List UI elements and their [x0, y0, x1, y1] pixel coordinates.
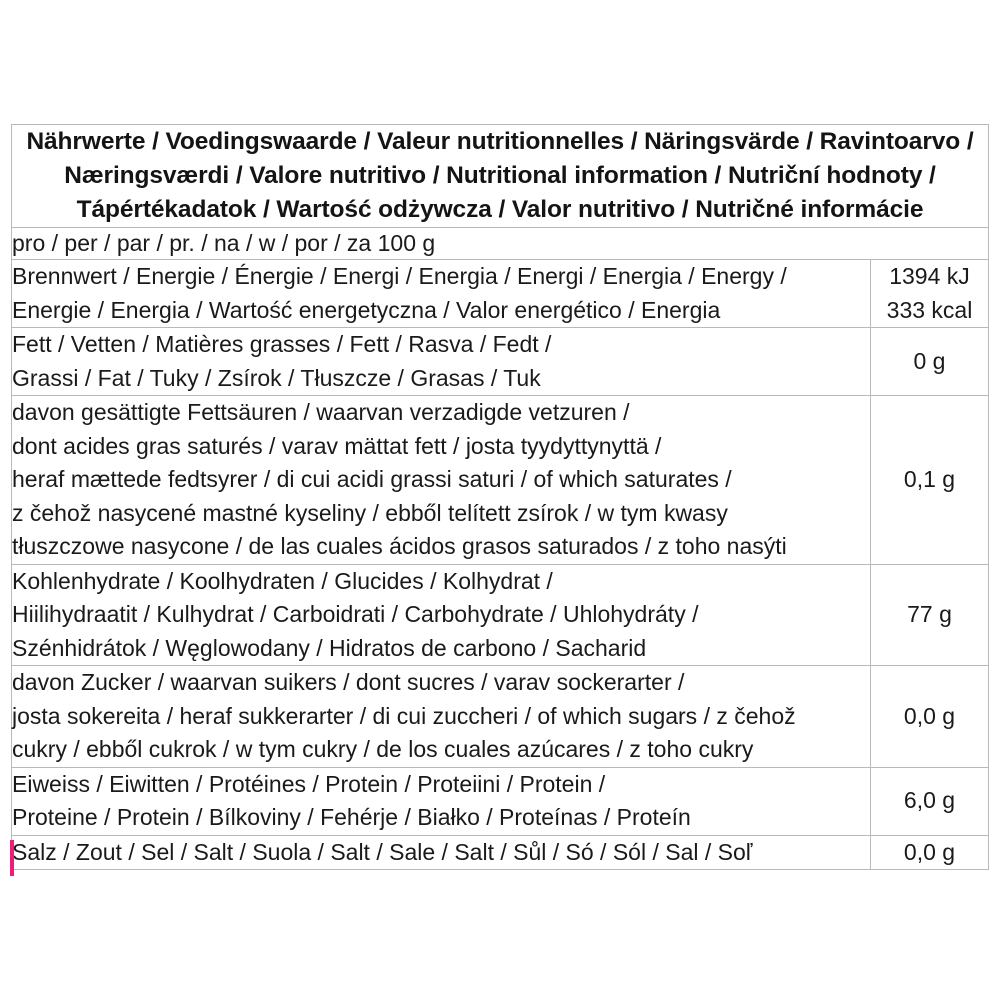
nutrient-value-line: 0,0 g: [903, 838, 956, 865]
nutrition-table-body: Nährwerte / Voedingswaarde / Valeur nutr…: [11, 124, 989, 870]
nutrient-name-line: Eiweiss / Eiwitten / Protéines / Protein…: [12, 770, 606, 797]
nutrient-value-energy: 1394 kJ 333 kcal: [870, 259, 989, 328]
table-row: Eiweiss / Eiwitten / Protéines / Protein…: [11, 766, 989, 836]
serving-basis-cell: pro / per / par / pr. / na / w / por / z…: [11, 227, 989, 260]
nutrition-title-cell: Nährwerte / Voedingswaarde / Valeur nutr…: [11, 124, 989, 228]
nutrient-name-line: Brennwert / Energie / Énergie / Energi /…: [12, 263, 787, 289]
nutrient-value-protein: 6,0 g: [870, 766, 989, 836]
table-row: Fett / Vetten / Matières grasses / Fett …: [11, 327, 989, 396]
title-line-2: Næringsværdi / Valore nutritivo / Nutrit…: [64, 162, 936, 189]
table-row: davon Zucker / waarvan suikers / dont su…: [11, 665, 989, 768]
nutrient-value-line: 1394 kJ: [889, 263, 970, 289]
nutrient-name-line: Hiilihydraatit / Kulhydrat / Carboidrati…: [12, 601, 699, 627]
nutrient-name-line: Grassi / Fat / Tuky / Zsírok / Tłuszcze …: [12, 364, 541, 391]
nutrient-name-energy: Brennwert / Energie / Énergie / Energi /…: [11, 259, 871, 328]
nutrient-name-line: z čehož nasycené mastné kyseliny / ebből…: [12, 499, 728, 526]
nutrient-value-saturates: 0,1 g: [870, 395, 989, 565]
table-row: Salz / Zout / Sel / Salt / Suola / Salt …: [11, 834, 989, 870]
nutrient-value-line: 0,1 g: [903, 466, 956, 492]
nutrient-name-line: Salz / Zout / Sel / Salt / Suola / Salt …: [12, 838, 753, 865]
nutrient-name-line: davon Zucker / waarvan suikers / dont su…: [12, 669, 685, 695]
nutrient-value-line: 0 g: [913, 347, 946, 374]
table-row-basis: pro / per / par / pr. / na / w / por / z…: [11, 227, 989, 260]
nutrient-name-line: Proteine / Protein / Bílkoviny / Fehérje…: [12, 804, 691, 830]
nutrient-name-line: davon gesättigte Fettsäuren / waarvan ve…: [12, 399, 630, 425]
nutrient-name-protein: Eiweiss / Eiwitten / Protéines / Protein…: [11, 766, 871, 836]
nutrient-name-salt: Salz / Zout / Sel / Salt / Suola / Salt …: [11, 834, 871, 870]
nutrient-value-sugars: 0,0 g: [870, 665, 989, 768]
nutrient-value-line: 333 kcal: [886, 296, 973, 323]
nutrient-name-saturates: davon gesättigte Fettsäuren / waarvan ve…: [11, 395, 871, 565]
nutrient-name-sugars: davon Zucker / waarvan suikers / dont su…: [11, 665, 871, 768]
nutrient-value-line: 77 g: [907, 601, 952, 627]
nutrient-name-line: dont acides gras saturés / varav mättat …: [12, 432, 662, 459]
nutrient-value-fat: 0 g: [870, 327, 989, 396]
nutrient-name-carbohydrate: Kohlenhydrate / Koolhydraten / Glucides …: [11, 563, 871, 666]
nutrient-value-line: 0,0 g: [903, 702, 956, 729]
nutrient-name-line: tłuszczowe nasycone / de las cuales ácid…: [12, 533, 787, 559]
table-row: davon gesättigte Fettsäuren / waarvan ve…: [11, 395, 989, 565]
table-row: Kohlenhydrate / Koolhydraten / Glucides …: [11, 563, 989, 666]
title-line-3: Tápértékadatok / Wartość odżywcza / Valo…: [76, 196, 924, 223]
nutrient-name-line: Kohlenhydrate / Koolhydraten / Glucides …: [12, 567, 553, 594]
table-row: Brennwert / Energie / Énergie / Energi /…: [11, 259, 989, 328]
nutrient-value-line: 6,0 g: [903, 787, 956, 814]
nutrient-name-line: cukry / ebből cukrok / w tym cukry / de …: [12, 736, 754, 762]
nutrient-name-line: josta sokereita / heraf sukkerarter / di…: [12, 702, 796, 729]
nutrient-name-line: heraf mættede fedtsyrer / di cui acidi g…: [12, 466, 732, 492]
table-row-title: Nährwerte / Voedingswaarde / Valeur nutr…: [11, 124, 989, 228]
title-line-1: Nährwerte / Voedingswaarde / Valeur nutr…: [26, 128, 974, 155]
nutrient-value-carbohydrate: 77 g: [870, 563, 989, 666]
nutrient-name-line: Energie / Energia / Wartość energetyczna…: [12, 296, 721, 323]
nutrient-name-line: Szénhidrátok / Węglowodany / Hidratos de…: [12, 634, 647, 661]
nutrient-name-line: Fett / Vetten / Matières grasses / Fett …: [12, 331, 552, 357]
nutrition-table: Nährwerte / Voedingswaarde / Valeur nutr…: [11, 124, 989, 870]
magenta-registration-mark: [10, 840, 14, 876]
nutrient-value-salt: 0,0 g: [870, 834, 989, 870]
nutrient-name-fat: Fett / Vetten / Matières grasses / Fett …: [11, 327, 871, 396]
